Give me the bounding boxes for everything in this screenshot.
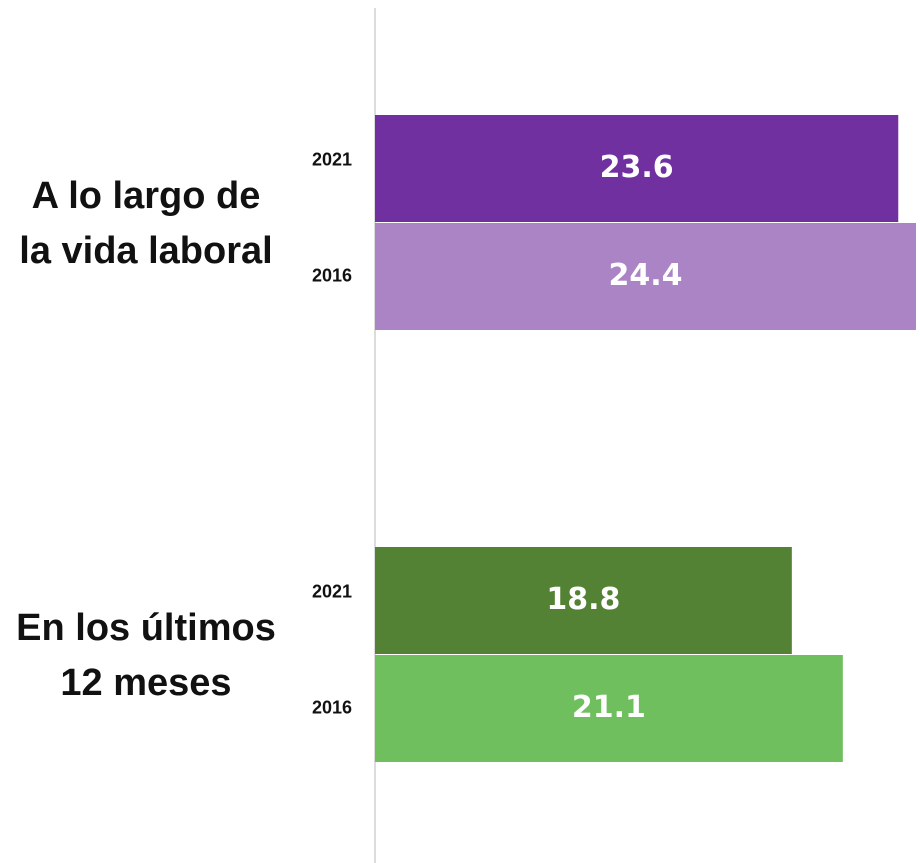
- bar: [375, 547, 792, 654]
- series-label: 2021: [312, 149, 352, 169]
- category-label: En los últimos 12 meses: [16, 607, 276, 704]
- value-label: 24.4: [608, 258, 682, 293]
- series-label: 2021: [312, 581, 352, 601]
- value-label: 23.6: [600, 150, 674, 185]
- bar: [375, 115, 899, 222]
- bar: [375, 655, 843, 762]
- value-label: 18.8: [546, 582, 620, 617]
- bar: [375, 223, 916, 330]
- value-label: 21.1: [572, 690, 646, 725]
- series-label: 2016: [312, 697, 352, 717]
- category-label: A lo largo de la vida laboral: [19, 175, 273, 272]
- series-label: 2016: [312, 265, 352, 285]
